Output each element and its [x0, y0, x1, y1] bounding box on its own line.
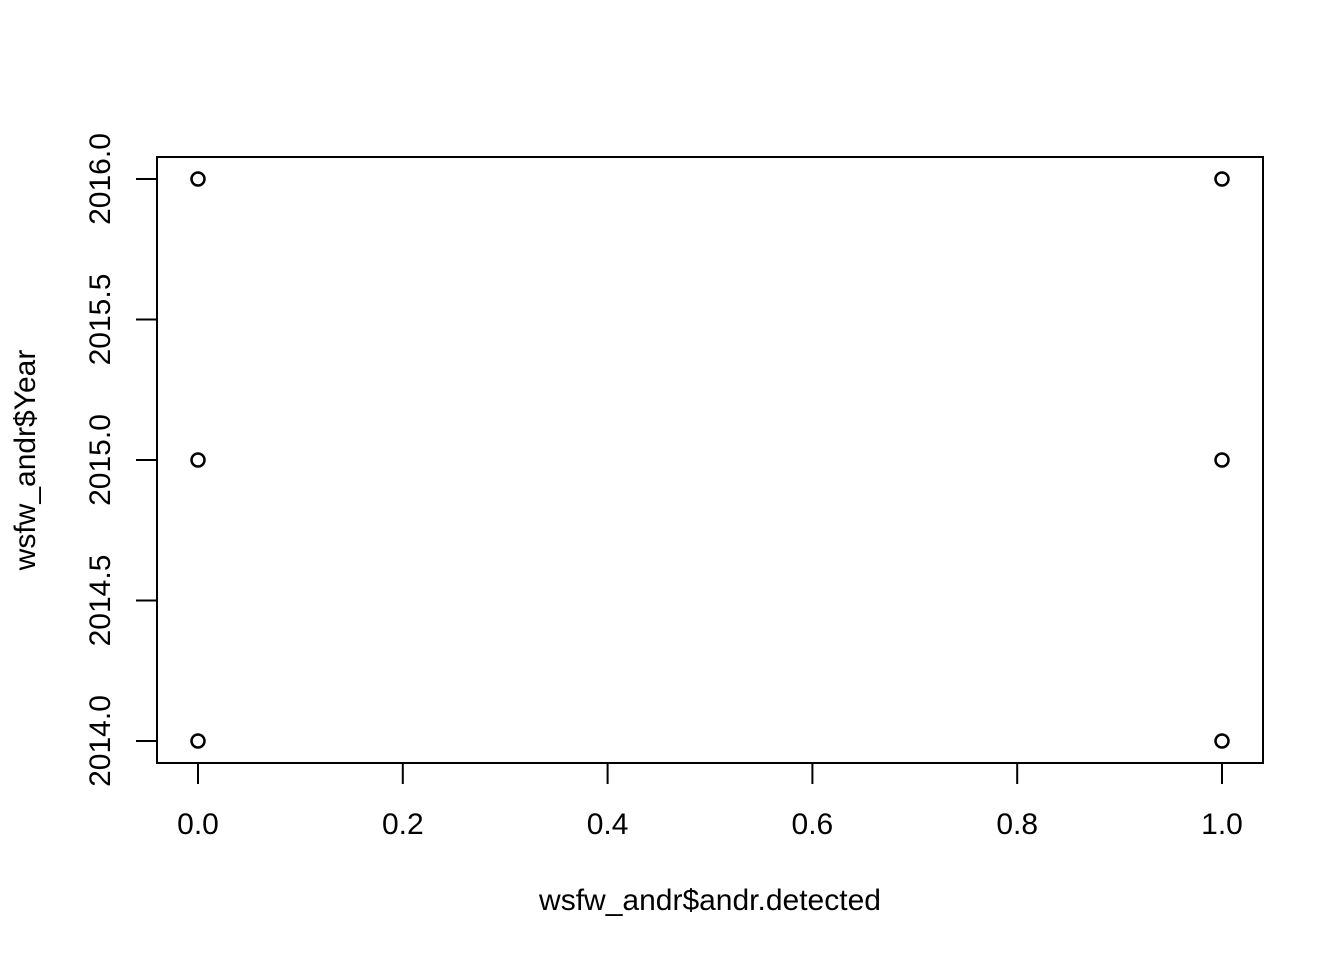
y-tick-label: 2014.5 — [84, 555, 117, 647]
y-tick-label: 2014.0 — [84, 695, 117, 787]
y-tick-label: 2015.0 — [84, 414, 117, 506]
x-tick-label: 0.0 — [177, 808, 219, 841]
y-axis-label: wsfw_andr$Year — [9, 350, 42, 572]
x-axis: 0.0 0.2 0.4 0.6 0.8 1.0 — [177, 762, 1243, 841]
data-point — [190, 452, 206, 468]
data-point — [1214, 452, 1230, 468]
data-point — [190, 733, 206, 749]
x-tick-label: 0.2 — [382, 808, 424, 841]
y-axis: 2014.0 2014.5 2015.0 2015.5 2016.0 — [84, 133, 158, 787]
data-points — [190, 171, 1230, 749]
data-point — [1214, 733, 1230, 749]
x-tick-label: 0.6 — [792, 808, 834, 841]
data-point — [190, 171, 206, 187]
y-tick-label: 2016.0 — [84, 133, 117, 225]
plot-box — [156, 156, 1264, 764]
data-point — [1214, 171, 1230, 187]
x-tick-label: 1.0 — [1201, 808, 1243, 841]
x-axis-label: wsfw_andr$andr.detected — [538, 884, 881, 917]
x-tick-label: 0.8 — [996, 808, 1038, 841]
x-tick-label: 0.4 — [587, 808, 629, 841]
y-tick-label: 2015.5 — [84, 274, 117, 366]
